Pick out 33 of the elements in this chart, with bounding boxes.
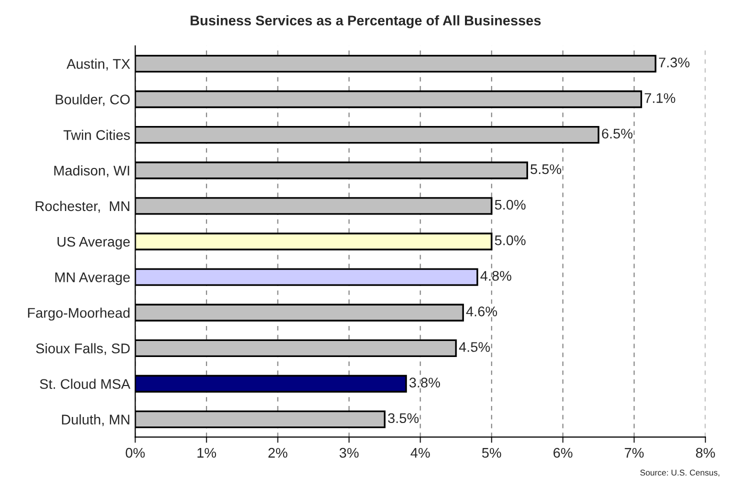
x-tick-label: 0%: [126, 448, 145, 458]
x-tick-label: 6%: [554, 448, 572, 458]
y-tick-label: MN Average: [55, 272, 130, 285]
x-tick-label: 8%: [696, 448, 715, 458]
data-label: 5.0%: [494, 200, 526, 210]
y-tick-label: Twin Cities: [64, 130, 130, 140]
x-tick-label: 3%: [340, 448, 359, 458]
data-label: 6.5%: [602, 128, 632, 139]
x-tick-label: 4%: [410, 448, 430, 458]
x-tick-label: 2%: [268, 448, 288, 458]
data-label: 5.0%: [494, 235, 526, 246]
y-tick-label: Fargo-Moorhead: [28, 308, 130, 321]
y-tick-label: US Average: [58, 236, 130, 250]
y-tick-label: Rochester, MN: [36, 200, 130, 213]
x-tick-label: 7%: [624, 448, 644, 458]
y-tick-label: St. Cloud MSA: [40, 378, 130, 389]
data-label: 7.1%: [644, 93, 676, 103]
source-note: Source: U.S. Census,: [640, 470, 720, 477]
y-tick-label: Madison, WI: [54, 165, 130, 178]
data-label: 4.5%: [459, 342, 490, 352]
data-label: 3.5%: [388, 413, 419, 424]
x-tick-label: 5%: [482, 448, 502, 458]
data-label: 5.5%: [530, 164, 562, 174]
x-tick-label: 1%: [198, 448, 216, 458]
data-label: 7.3%: [659, 58, 690, 68]
data-label: 4.8%: [480, 270, 512, 281]
data-label: 3.8%: [409, 378, 440, 388]
chart-title: Business Services as a Percentage of All Businesses: [190, 15, 541, 28]
y-tick-label: Sioux Falls, SD: [36, 343, 130, 356]
y-tick-label: Austin, TX: [66, 58, 130, 70]
data-label: 4.6%: [466, 306, 498, 316]
y-tick-label: Duluth, MN: [62, 414, 130, 426]
y-tick-label: Boulder, CO: [56, 94, 130, 106]
